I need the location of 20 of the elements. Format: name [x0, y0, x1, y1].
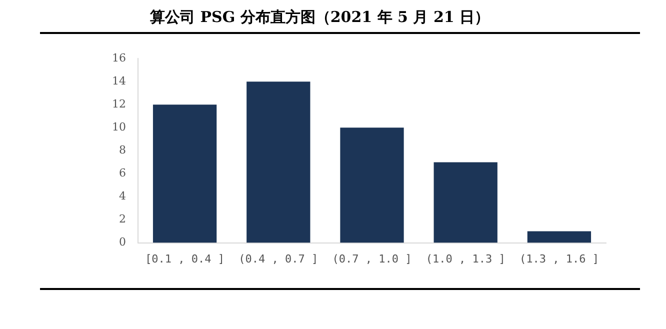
y-tick-label: 14 [112, 74, 126, 88]
chart-title: 算公司 PSG 分布直方图（2021 年 5 月 21 日） [150, 8, 490, 27]
y-tick-label: 12 [112, 98, 126, 111]
y-tick-label: 8 [118, 144, 126, 157]
bar [246, 82, 310, 243]
y-tick-label: 0 [118, 236, 126, 249]
y-tick-label: 6 [118, 166, 126, 180]
bar [434, 162, 498, 243]
bar [527, 231, 592, 243]
bar [340, 128, 404, 243]
y-tick-label: 2 [118, 212, 126, 226]
x-tick-label: [0.1 , 0.4 ] [145, 252, 225, 266]
x-tick-label: (1.3 , 1.6 ] [519, 252, 599, 266]
x-tick-label: (0.7 , 1.0 ] [332, 252, 412, 266]
y-tick-label: 16 [112, 51, 126, 64]
x-tick-label: (0.4 , 0.7 ] [238, 252, 318, 266]
y-tick-label: 10 [112, 120, 126, 134]
bar [152, 104, 217, 243]
y-tick-label: 4 [118, 190, 126, 203]
x-tick-label: (1.0 , 1.3 ] [426, 252, 506, 266]
